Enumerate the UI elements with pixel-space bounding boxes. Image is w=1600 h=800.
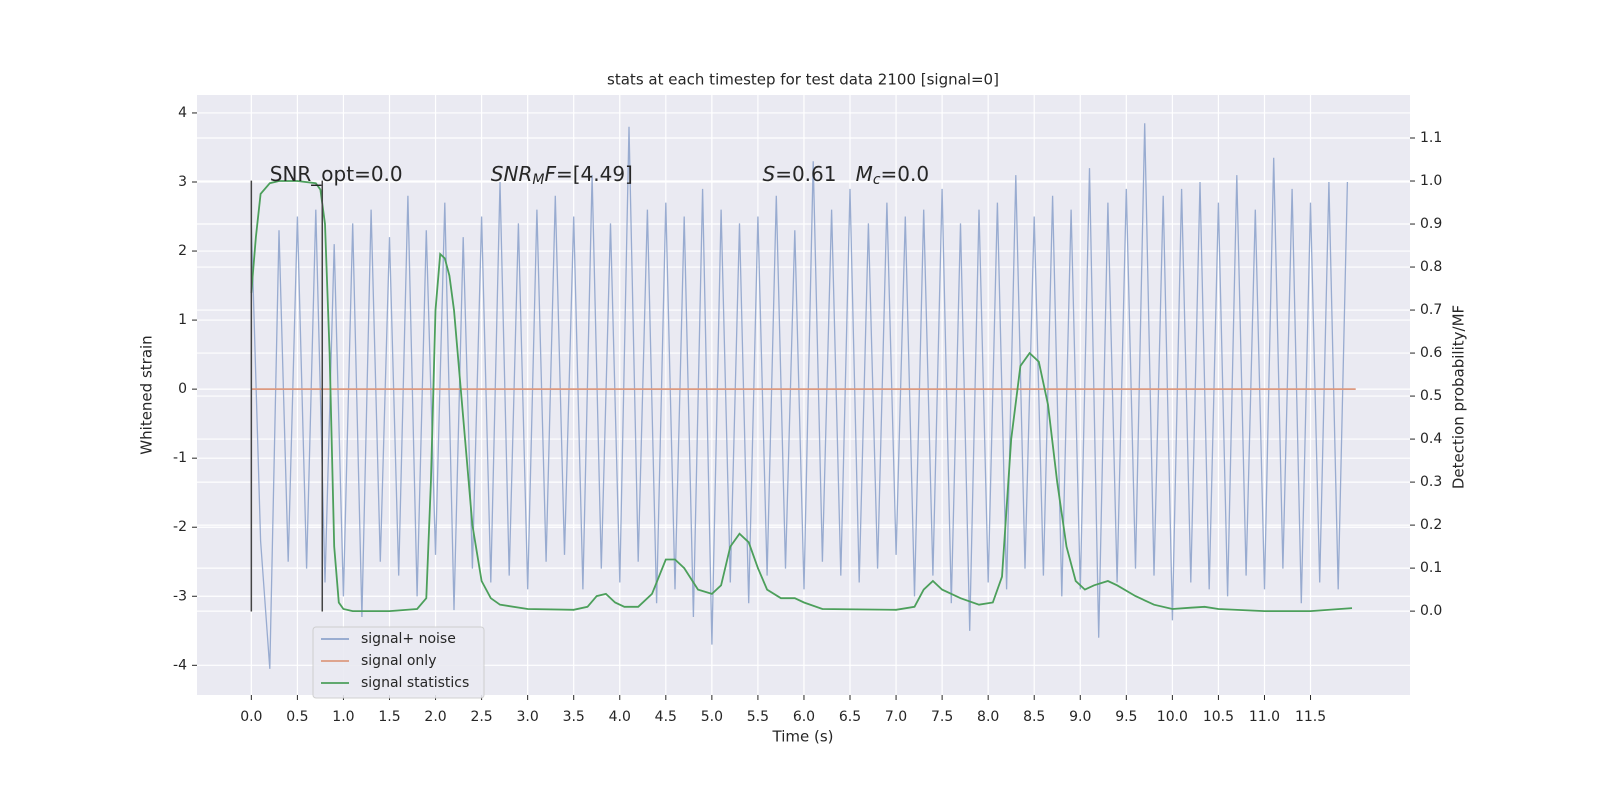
x-tick-label: 11.0 — [1249, 709, 1280, 725]
x-tick-label: 9.5 — [1115, 709, 1137, 725]
annotation-part: SNR — [491, 162, 533, 186]
y-tick-label: 4 — [178, 105, 187, 121]
y2-tick-label: 0.9 — [1420, 216, 1442, 232]
y2-tick-label: 0.6 — [1420, 345, 1442, 361]
y-axis-label: Whitened strain — [138, 335, 156, 454]
legend-box — [312, 626, 485, 699]
y2-tick-label: 0.8 — [1420, 259, 1442, 275]
y-tick-label: -4 — [173, 657, 187, 673]
y2-tick-label: 0.5 — [1420, 388, 1442, 404]
x-tick-label: 9.0 — [1069, 709, 1091, 725]
x-tick-label: 6.0 — [793, 709, 815, 725]
x-tick-label: 10.5 — [1203, 709, 1234, 725]
annotation-part: c — [873, 172, 881, 188]
annotation-part: =[4.49] — [556, 162, 633, 186]
y2-tick-label: 0.1 — [1420, 560, 1442, 576]
y-tick-label: 0 — [178, 381, 187, 397]
y-tick-label: -1 — [173, 450, 187, 466]
annotation-part: S — [763, 162, 776, 186]
y-tick-label: 1 — [178, 312, 187, 328]
x-tick-label: 4.0 — [609, 709, 631, 725]
annotation-part: M — [856, 162, 873, 186]
y2-tick-label: 0.4 — [1420, 431, 1442, 447]
series-line — [250, 180, 1353, 612]
x-tick-label: 7.5 — [931, 709, 953, 725]
y2-axis-label: Detection probability/MF — [1450, 305, 1468, 489]
marks — [250, 123, 1356, 669]
x-tick-label: 8.0 — [977, 709, 999, 725]
x-tick-label: 5.5 — [747, 709, 769, 725]
y-tick-label: -2 — [173, 519, 187, 535]
y-tick-label: 3 — [178, 174, 187, 190]
x-tick-label: 3.5 — [563, 709, 585, 725]
x-tick-label: 0.0 — [240, 709, 262, 725]
x-tick-label: 5.0 — [701, 709, 723, 725]
y2-tick-label: 0.3 — [1420, 474, 1442, 490]
x-tick-label: 1.5 — [378, 709, 400, 725]
annotation-part: =0.0 — [881, 162, 930, 186]
y2-tick-label: 1.0 — [1420, 173, 1442, 189]
legend-label: signal statistics — [361, 675, 469, 691]
x-tick-label: 10.0 — [1157, 709, 1188, 725]
x-tick-label: 4.5 — [655, 709, 677, 725]
y2-tick-label: 0.0 — [1420, 603, 1442, 619]
foreground: 0.0 0.5 1.0 1.5 2.0 2.5 3.0 3.5 4.0 4.5 5.0 5.5 6.0 6… — [173, 105, 1442, 725]
y2-tick-label: 0.2 — [1420, 517, 1442, 533]
annotation-part: =0.61 — [775, 162, 855, 186]
legend-label: signal+ noise — [361, 631, 456, 647]
x-tick-label: 11.5 — [1295, 709, 1326, 725]
series-line — [250, 123, 1349, 669]
annotation-part: F — [544, 162, 556, 186]
y-tick-label: 2 — [178, 243, 187, 259]
annotation-part: M — [532, 172, 544, 188]
x-axis-label: Time (s) — [772, 728, 834, 746]
y2-tick-label: 0.7 — [1420, 302, 1442, 318]
y-tick-label: -3 — [173, 588, 187, 604]
annotation: SNRMF=[4.49] — [491, 162, 633, 189]
y2-tick-label: 1.1 — [1420, 130, 1442, 146]
x-tick-label: 2.5 — [470, 709, 492, 725]
x-tick-label: 8.5 — [1023, 709, 1045, 725]
annotation: SNR_opt=0.0 — [270, 162, 403, 186]
x-tick-label: 1.0 — [332, 709, 354, 725]
x-tick-label: 3.0 — [517, 709, 539, 725]
x-tick-label: 0.5 — [286, 709, 308, 725]
chart-title: stats at each timestep for test data 210… — [607, 71, 999, 89]
annotation-part: SNR_opt=0.0 — [270, 162, 403, 186]
legend: signal+ noise signal only signal statistic… — [312, 626, 485, 699]
x-tick-label: 7.0 — [885, 709, 907, 725]
x-tick-label: 2.0 — [424, 709, 446, 725]
legend-label: signal only — [361, 653, 436, 669]
annotation: S=0.61 Mc=0.0 — [763, 162, 930, 189]
x-tick-label: 6.5 — [839, 709, 861, 725]
